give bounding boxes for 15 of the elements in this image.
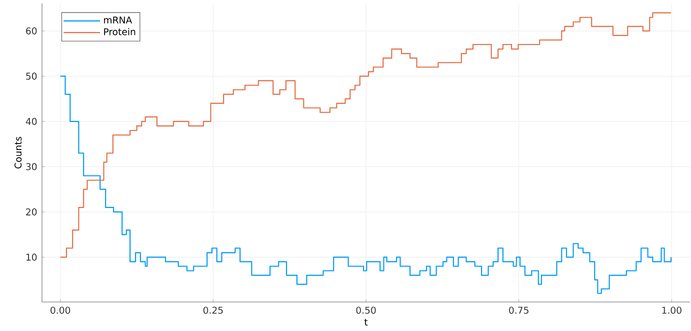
x-tick-label: 1.00 xyxy=(662,306,682,314)
legend-label: Protein xyxy=(104,28,136,36)
y-tick-label: 50 xyxy=(26,72,37,80)
y-tick-label: 20 xyxy=(26,208,37,216)
x-tick-label: 0.50 xyxy=(356,306,376,314)
legend-label: mRNA xyxy=(104,16,132,24)
x-tick-label: 0.25 xyxy=(203,306,223,314)
x-tick-label: 0.00 xyxy=(50,306,70,314)
y-tick-label: 10 xyxy=(26,254,37,261)
x-tick-label: 0.75 xyxy=(509,306,528,314)
x-axis-title: t xyxy=(364,318,368,326)
y-tick-label: 30 xyxy=(26,163,37,170)
y-axis-title: Counts xyxy=(14,136,22,168)
y-tick-label: 60 xyxy=(26,27,37,34)
y-tick-label: 40 xyxy=(26,118,37,125)
